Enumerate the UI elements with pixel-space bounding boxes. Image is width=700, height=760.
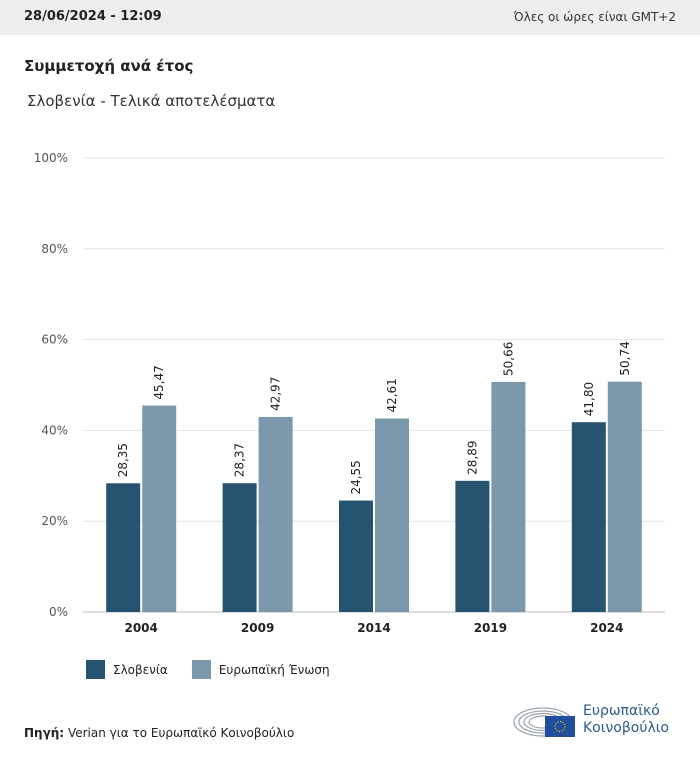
data-label: 50,74 (618, 341, 632, 375)
y-tick-label: 80% (41, 242, 68, 256)
source-note: Πηγή: Verian για το Ευρωπαϊκό Κοινοβούλι… (24, 726, 294, 740)
timezone-note: Όλες οι ώρες είναι GMT+2 (513, 10, 676, 24)
datetime: 28/06/2024 - 12:09 (24, 9, 162, 24)
x-tick-label: 2009 (241, 621, 274, 635)
bar-chart: 0% 20% 40% 60% 80% 100% 2004 28,35 45,47 2009 28,3… (34, 151, 665, 635)
legend-label: Ευρωπαϊκή Ένωση (218, 662, 330, 677)
bar-eu-2014 (375, 418, 409, 612)
y-tick-label: 0% (49, 605, 68, 619)
legend: Σλοβενία Ευρωπαϊκή Ένωση (86, 660, 330, 679)
data-label: 50,66 (501, 342, 515, 376)
bar-eu-2019 (491, 382, 526, 612)
legend-label: Σλοβενία (113, 662, 168, 677)
bar-slovenia-2019 (455, 480, 490, 612)
x-tick-label: 2004 (124, 621, 157, 635)
parliament-hemicycle-icon (513, 707, 575, 737)
legend-item-slovenia: Σλοβενία (86, 660, 168, 679)
x-tick-label: 2024 (590, 621, 623, 635)
source-label: Πηγή: (24, 726, 65, 740)
chart-subtitle: Σλοβενία - Τελικά αποτελέσματα (27, 92, 276, 110)
data-label: 28,89 (465, 440, 479, 474)
data-label: 28,37 (233, 443, 247, 477)
top-bar: 28/06/2024 - 12:09 Όλες οι ώρες είναι GM… (0, 0, 700, 35)
data-label: 45,47 (152, 365, 166, 399)
y-tick-label: 60% (41, 333, 68, 347)
source-text: Verian για το Ευρωπαϊκό Κοινοβούλιο (67, 726, 295, 740)
y-tick-label: 20% (41, 514, 68, 528)
data-label: 42,97 (269, 377, 283, 411)
y-tick-label: 100% (34, 151, 68, 165)
bar-slovenia-2004 (106, 483, 141, 612)
bar-slovenia-2009 (222, 483, 257, 612)
x-tick-label: 2019 (474, 621, 507, 635)
chart-title: Συμμετοχή ανά έτος (24, 57, 194, 75)
data-label: 41,80 (582, 382, 596, 416)
bar-slovenia-2024 (571, 422, 606, 612)
legend-swatch (86, 660, 105, 679)
logo-line2: Κοινοβούλιο (583, 720, 670, 736)
data-label: 28,35 (116, 443, 130, 477)
legend-item-eu: Ευρωπαϊκή Ένωση (191, 660, 330, 679)
logo-line1: Ευρωπαϊκό (583, 703, 660, 719)
y-tick-label: 40% (41, 423, 68, 437)
legend-swatch (191, 660, 211, 679)
european-parliament-logo: Ευρωπαϊκό Κοινοβούλιο (513, 702, 669, 738)
data-label: 42,61 (385, 378, 399, 412)
x-tick-label: 2014 (357, 621, 390, 635)
bar-eu-2024 (607, 381, 642, 612)
bar-slovenia-2014 (339, 500, 373, 612)
bar-eu-2004 (142, 405, 177, 612)
data-label: 24,55 (349, 460, 363, 494)
bar-eu-2009 (258, 416, 293, 612)
